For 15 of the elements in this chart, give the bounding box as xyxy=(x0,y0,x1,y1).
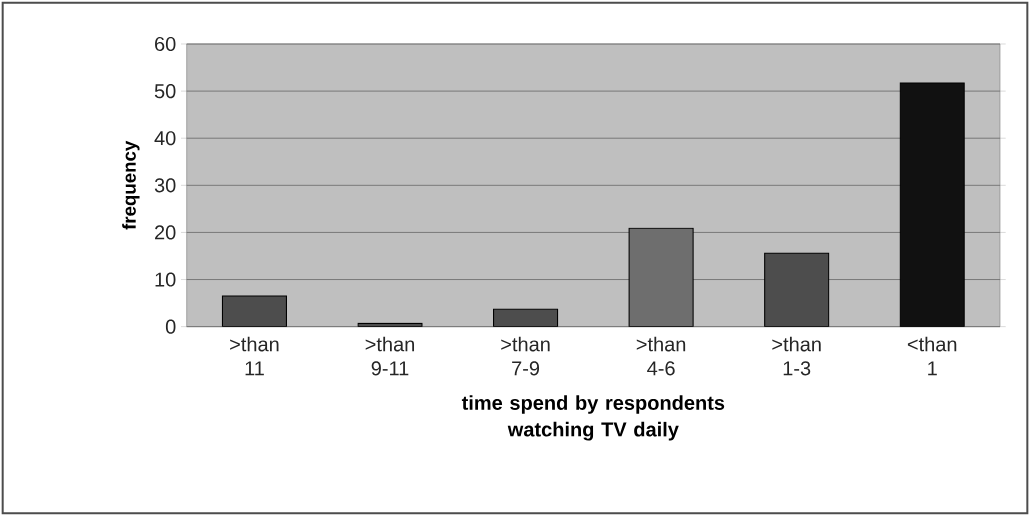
x-tick-label: >than 4-6 xyxy=(636,336,686,376)
x-tick-label: >than 7-9 xyxy=(501,336,550,376)
y-tick-label: 50 xyxy=(154,84,176,99)
x-tick-label: >than 1-3 xyxy=(772,336,821,376)
x-tick-label: >than 9-11 xyxy=(365,336,415,376)
x-tick-label: >than 11 xyxy=(230,336,279,376)
x-axis-title: time spend by respondents watching TV daily xyxy=(461,395,725,441)
y-tick-label: 0 xyxy=(165,319,176,334)
y-tick-label: 10 xyxy=(155,272,176,287)
y-axis-title: frequency xyxy=(122,140,140,230)
x-tick-label: <than 1 xyxy=(907,336,957,376)
y-tick-label: 60 xyxy=(155,36,176,52)
y-tick-label: 30 xyxy=(154,178,176,193)
y-tick-label: 40 xyxy=(154,131,176,146)
y-tick-label: 20 xyxy=(155,225,176,240)
